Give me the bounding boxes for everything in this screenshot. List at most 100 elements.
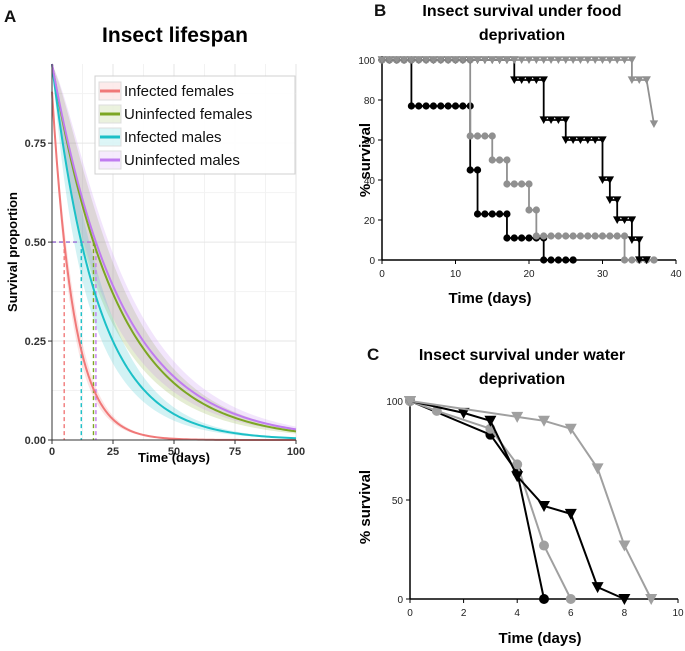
data-point-marker xyxy=(540,256,548,264)
data-point-marker xyxy=(451,56,460,64)
data-point-marker xyxy=(525,180,533,188)
data-point-marker xyxy=(503,180,511,188)
x-tick-label: 100 xyxy=(287,446,305,458)
data-point-marker xyxy=(532,76,541,84)
panel-c-y-axis-label: % survival xyxy=(357,470,374,544)
data-point-marker xyxy=(598,176,607,184)
x-tick-label: 30 xyxy=(597,269,609,280)
data-point-marker xyxy=(598,232,607,240)
survival-step-line xyxy=(382,59,654,261)
data-point-marker xyxy=(645,594,658,605)
data-point-marker xyxy=(583,136,592,144)
data-point-marker xyxy=(561,56,570,64)
panel-c-title-line-1: Insect survival under water xyxy=(419,347,625,364)
y-tick-label: 100 xyxy=(386,397,403,408)
data-point-marker xyxy=(517,56,526,64)
y-tick-label: 0.50 xyxy=(25,237,46,249)
panel-c-series xyxy=(404,396,658,605)
data-point-marker xyxy=(518,234,526,242)
data-point-marker xyxy=(568,136,578,144)
data-point-marker xyxy=(605,56,615,64)
data-point-marker xyxy=(554,232,563,240)
panel-a-lifespan-chart: Insect lifespan 0 25 50 75 100 0.00 0.25 0.50 0.… xyxy=(5,24,305,465)
data-point-marker xyxy=(399,56,409,64)
panel-c-water-deprivation-chart: Insect survival under water deprivation … xyxy=(357,347,684,647)
data-point-marker xyxy=(627,76,637,84)
data-point-marker xyxy=(598,136,607,144)
data-point-marker xyxy=(564,423,577,435)
data-point-marker xyxy=(583,56,592,64)
x-tick-label: 4 xyxy=(514,608,520,619)
data-point-marker xyxy=(481,132,489,140)
data-point-marker xyxy=(564,508,577,520)
data-point-marker xyxy=(635,76,644,84)
data-point-marker xyxy=(568,56,578,64)
data-point-marker xyxy=(407,56,416,64)
x-tick-label: 20 xyxy=(523,269,535,280)
data-point-marker xyxy=(591,232,599,240)
data-point-marker xyxy=(407,102,415,110)
x-tick-label: 10 xyxy=(672,608,684,619)
data-point-marker xyxy=(510,180,518,188)
panel-letter-b: B xyxy=(374,1,386,20)
data-point-marker xyxy=(620,216,629,224)
data-point-marker xyxy=(605,176,615,184)
x-tick-label: 75 xyxy=(229,446,241,458)
data-point-marker xyxy=(635,236,644,244)
panel-b-x-axis-label: Time (days) xyxy=(448,290,531,307)
data-point-marker xyxy=(538,500,550,512)
data-point-marker xyxy=(377,56,387,64)
survival-line xyxy=(409,400,625,600)
data-point-marker xyxy=(429,56,438,64)
x-tick-label: 50 xyxy=(168,446,180,458)
data-point-marker xyxy=(511,411,524,423)
data-point-marker xyxy=(584,232,592,240)
data-point-marker xyxy=(518,180,526,188)
data-point-marker xyxy=(421,56,431,64)
data-point-marker xyxy=(510,234,518,242)
data-point-marker xyxy=(437,102,445,110)
data-point-marker xyxy=(539,594,549,604)
y-tick-label: 0 xyxy=(369,256,375,267)
data-point-marker xyxy=(562,256,570,264)
data-point-marker xyxy=(598,56,607,64)
survival-step-line xyxy=(382,59,574,261)
data-point-marker xyxy=(458,56,468,64)
panel-b-series xyxy=(377,56,659,264)
data-point-marker xyxy=(503,234,511,242)
data-point-marker xyxy=(605,196,615,204)
data-point-marker xyxy=(503,210,511,218)
y-tick-label: 40 xyxy=(364,176,376,187)
data-point-marker xyxy=(569,232,577,240)
data-point-marker xyxy=(481,210,489,218)
data-point-marker xyxy=(503,156,511,164)
data-point-marker xyxy=(546,56,556,64)
x-tick-label: 8 xyxy=(622,608,628,619)
data-point-marker xyxy=(473,210,482,218)
data-point-marker xyxy=(576,56,585,64)
data-point-marker xyxy=(606,232,614,240)
data-point-marker xyxy=(613,232,621,240)
data-point-marker xyxy=(546,116,556,124)
data-point-marker xyxy=(540,232,548,240)
data-point-marker xyxy=(554,256,563,264)
data-point-marker xyxy=(650,256,658,264)
data-point-marker xyxy=(473,132,482,140)
panel-b-axes: 0 10 20 30 40 0 20 40 60 80 100 xyxy=(358,56,682,280)
data-point-marker xyxy=(473,56,482,64)
panel-a-median-lines xyxy=(52,241,97,440)
data-point-marker xyxy=(488,156,496,164)
data-point-marker xyxy=(510,56,519,64)
data-point-marker xyxy=(591,582,604,594)
data-point-marker xyxy=(561,136,570,144)
data-point-marker xyxy=(627,216,637,224)
x-tick-label: 6 xyxy=(568,608,574,619)
panel-a-y-axis-label: Survival proportion xyxy=(5,192,20,312)
data-point-marker xyxy=(532,56,541,64)
legend-label: Infected females xyxy=(124,83,234,100)
y-tick-label: 0.00 xyxy=(25,435,46,447)
panel-letter-a: A xyxy=(4,7,16,26)
x-tick-label: 25 xyxy=(107,446,119,458)
data-point-marker xyxy=(539,540,549,551)
